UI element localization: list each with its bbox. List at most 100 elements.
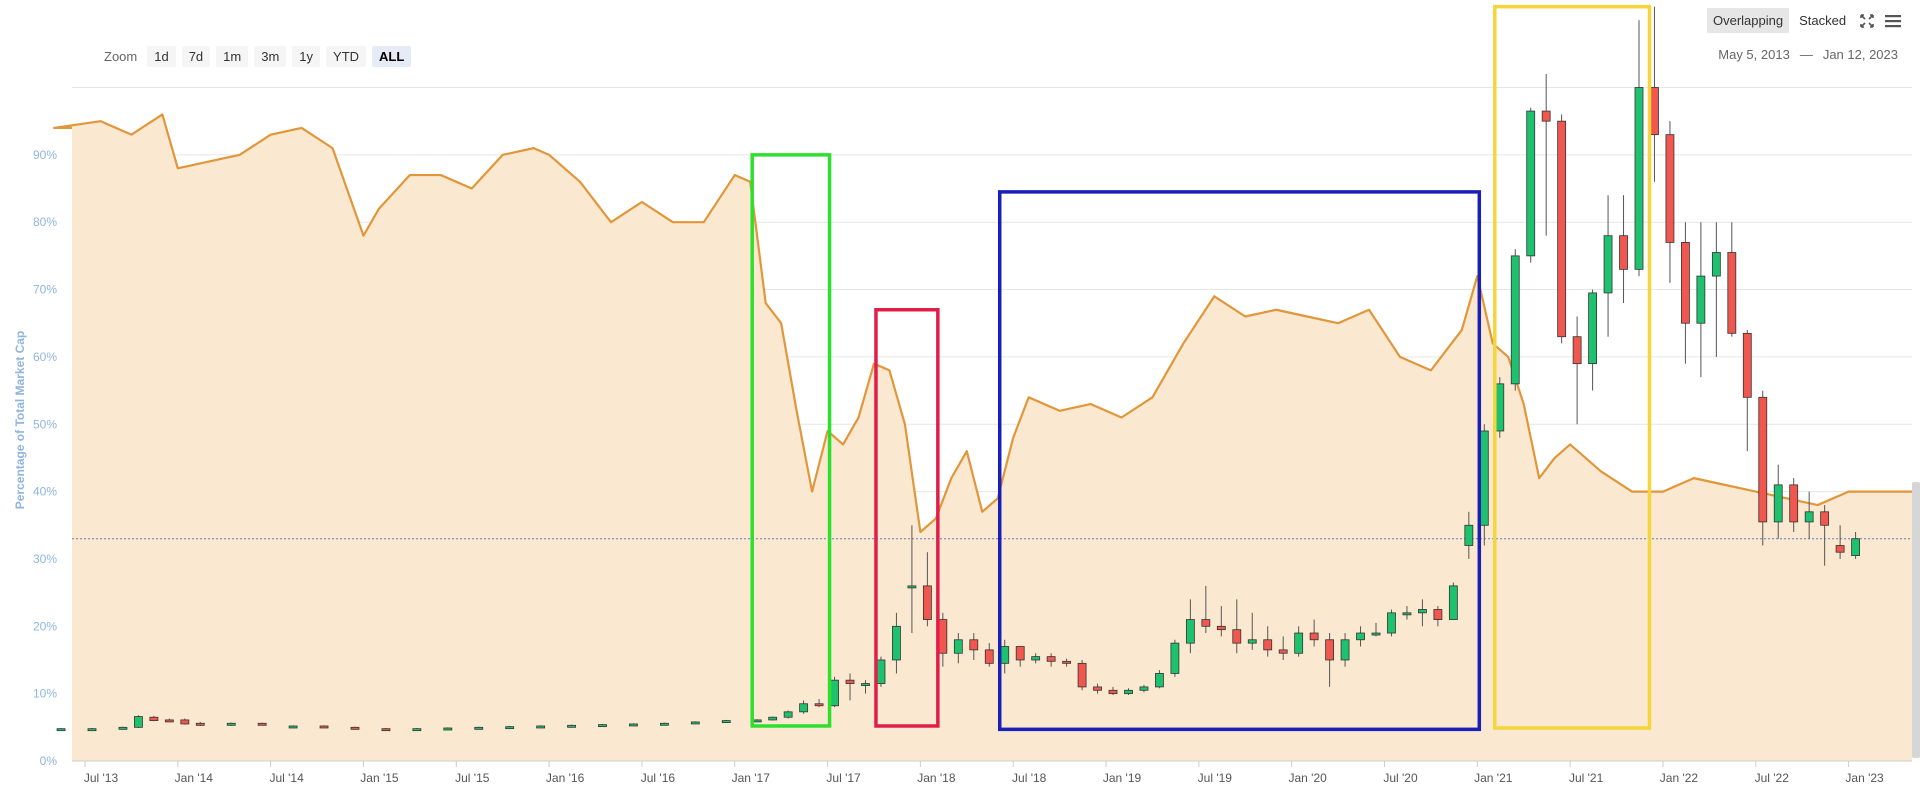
y-axis-label: Percentage of Total Market Cap	[13, 331, 27, 510]
zoom-7d-button[interactable]: 7d	[181, 45, 211, 67]
stacked-button[interactable]: Stacked	[1793, 8, 1853, 33]
candle	[1340, 633, 1350, 667]
zoom-1y-button[interactable]: 1y	[292, 45, 321, 67]
candle	[1510, 249, 1520, 391]
candle	[1170, 639, 1180, 677]
candle	[876, 656, 886, 687]
dominance-line	[52, 113, 1912, 534]
candle	[1820, 505, 1830, 566]
dominance-area	[54, 114, 1912, 761]
x-tick-label: Jan '14	[175, 771, 214, 785]
candle-body	[892, 625, 901, 661]
candle-body	[1247, 639, 1257, 644]
candle-body	[180, 719, 190, 725]
candle	[1851, 532, 1860, 559]
candle-body	[1510, 255, 1520, 385]
candle-body	[350, 726, 360, 730]
navigator-scrollbar[interactable]	[1912, 482, 1920, 758]
overlapping-button[interactable]: Overlapping	[1707, 8, 1790, 33]
candle-body	[969, 639, 979, 651]
x-tick-label: Jan '19	[1103, 771, 1142, 785]
x-tick-label: Jan '18	[917, 771, 956, 785]
candle	[1773, 464, 1783, 539]
candle	[474, 726, 484, 730]
zoom-label: Zoom	[104, 48, 138, 64]
candle	[907, 525, 917, 634]
candle	[1495, 377, 1505, 438]
x-tick-label: Jul '13	[84, 771, 119, 785]
candle-body	[412, 728, 422, 732]
candle-body	[1371, 632, 1381, 636]
candle	[1216, 606, 1226, 637]
candle	[1711, 222, 1721, 357]
candle-body	[288, 725, 298, 729]
candle-body	[56, 728, 66, 732]
candle-body	[1758, 396, 1768, 523]
candle-body	[1448, 585, 1458, 620]
fullscreen-icon[interactable]	[1856, 10, 1878, 32]
candle-body	[799, 703, 809, 713]
candle	[1325, 633, 1334, 687]
candle	[1387, 609, 1396, 637]
x-tick-label: Jan '20	[1288, 771, 1327, 785]
candle	[1371, 622, 1381, 637]
date-range-separator: —	[1799, 47, 1813, 62]
candle	[861, 680, 870, 694]
candle	[1062, 658, 1072, 667]
x-tick-label: Jul '21	[1569, 771, 1604, 785]
candle	[1418, 599, 1427, 627]
candle	[1278, 636, 1288, 660]
candle	[56, 727, 66, 732]
y-tick-label: 80%	[33, 215, 57, 229]
candle	[1031, 653, 1041, 664]
y-tick-label: 70%	[33, 283, 57, 297]
menu-icon[interactable]	[1882, 10, 1904, 32]
zoom-1m-button[interactable]: 1m	[216, 45, 249, 67]
candle	[845, 673, 855, 701]
x-tick-label: Jul '15	[455, 771, 490, 785]
candle-body	[845, 679, 855, 684]
candle-body	[907, 585, 917, 589]
area-layer	[52, 113, 1912, 761]
y-tick-label: 10%	[33, 687, 57, 701]
candle	[180, 718, 190, 725]
candle	[783, 710, 793, 719]
candle-body	[1093, 686, 1102, 691]
candle	[1077, 659, 1087, 691]
candle	[1526, 107, 1536, 263]
candle-body	[1062, 660, 1072, 664]
candle	[1727, 222, 1737, 337]
candle-body	[195, 722, 205, 726]
zoom-ytd-button[interactable]: YTD	[326, 45, 367, 67]
candle	[984, 643, 994, 667]
candle-body	[1541, 110, 1551, 122]
zoom-1d-button[interactable]: 1d	[147, 45, 176, 67]
candle	[969, 633, 979, 660]
candle-body	[768, 716, 778, 721]
candle	[1572, 316, 1582, 425]
view-toggle: Overlapping Stacked	[1707, 8, 1904, 33]
candle	[1650, 6, 1659, 182]
candle-body	[1402, 612, 1412, 616]
date-range-from: May 5, 2013	[1718, 47, 1790, 62]
candle	[1247, 612, 1257, 650]
candle	[1015, 646, 1025, 667]
candle	[1108, 686, 1118, 695]
candle-body	[953, 639, 963, 654]
candle-body	[1603, 235, 1613, 294]
candle-body	[1077, 662, 1087, 688]
candle	[1448, 582, 1458, 620]
highlight-box	[1493, 4, 1652, 730]
candle	[1588, 289, 1597, 391]
candle-body	[1851, 538, 1860, 556]
zoom-all-button[interactable]: ALL	[372, 45, 412, 67]
candle	[257, 722, 267, 726]
candle-body	[536, 725, 546, 729]
candle	[1263, 626, 1273, 657]
candle-body	[598, 724, 607, 728]
candle-body	[876, 659, 886, 684]
highlight-box	[750, 153, 832, 728]
y-tick-label: 60%	[33, 350, 57, 364]
y-tick-label: 0%	[40, 754, 58, 768]
zoom-3m-button[interactable]: 3m	[254, 45, 287, 67]
